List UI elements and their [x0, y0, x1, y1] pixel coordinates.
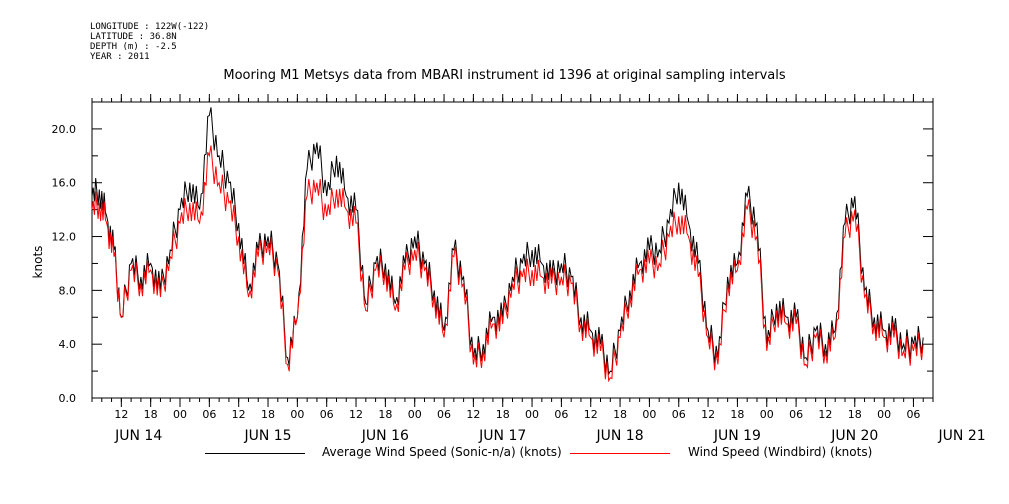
x-hour-tick-label: 00	[760, 408, 774, 421]
x-hour-tick-label: 12	[349, 408, 363, 421]
longitude-label: LONGITUDE : 122W(-122)	[90, 22, 210, 32]
x-hour-tick-label: 18	[378, 408, 392, 421]
x-hour-tick-label: 06	[906, 408, 920, 421]
x-hour-tick-label: 06	[202, 408, 216, 421]
x-hour-tick-label: 18	[730, 408, 744, 421]
x-hour-tick-label: 06	[320, 408, 334, 421]
x-hour-tick-label: 00	[877, 408, 891, 421]
plot-frame	[91, 101, 934, 399]
x-hour-tick-label: 06	[789, 408, 803, 421]
x-day-label: JUN 14	[114, 428, 162, 444]
y-axis-label: knots	[31, 246, 45, 279]
x-day-label: JUN 19	[713, 428, 761, 444]
year-label: YEAR : 2011	[90, 52, 150, 62]
x-day-label: JUN 21	[938, 428, 986, 444]
x-hour-tick-label: 12	[818, 408, 832, 421]
x-hour-tick-label: 12	[466, 408, 480, 421]
y-tick-label: 8.0	[59, 284, 77, 297]
x-hour-tick-label: 12	[701, 408, 715, 421]
x-hour-tick-label: 18	[144, 408, 158, 421]
y-tick-label: 0.0	[59, 392, 77, 405]
x-hour-tick-label: 12	[584, 408, 598, 421]
legend-label-average: Average Wind Speed (Sonic-n/a) (knots)	[322, 445, 562, 459]
x-hour-tick-label: 00	[173, 408, 187, 421]
legend-swatch-windbird	[570, 453, 670, 454]
x-hour-tick-label: 18	[496, 408, 510, 421]
y-tick-label: 20.0	[52, 123, 77, 136]
x-day-label: JUN 20	[830, 428, 878, 444]
x-hour-tick-label: 00	[408, 408, 422, 421]
legend: Average Wind Speed (Sonic-n/a) (knots) W…	[0, 445, 1009, 465]
y-tick-label: 12.0	[52, 231, 77, 244]
x-hour-tick-label: 06	[554, 408, 568, 421]
x-hour-tick-label: 18	[848, 408, 862, 421]
legend-swatch-average	[205, 453, 305, 454]
x-hour-tick-label: 00	[525, 408, 539, 421]
legend-label-windbird: Wind Speed (Windbird) (knots)	[688, 445, 873, 459]
x-hour-tick-label: 00	[290, 408, 304, 421]
chart-title: Mooring M1 Metsys data from MBARI instru…	[223, 68, 786, 83]
x-hour-tick-label: 18	[261, 408, 275, 421]
series-line-1	[91, 145, 924, 383]
x-hour-tick-label: 06	[437, 408, 451, 421]
x-hour-tick-label: 00	[642, 408, 656, 421]
x-hour-tick-label: 18	[613, 408, 627, 421]
depth-label: DEPTH (m) : -2.5	[90, 42, 177, 52]
x-hour-tick-label: 12	[114, 408, 128, 421]
y-tick-label: 16.0	[52, 177, 77, 190]
x-hour-tick-label: 06	[672, 408, 686, 421]
y-tick-label: 4.0	[59, 338, 77, 351]
metadata-block: LONGITUDE : 122W(-122) LATITUDE : 36.8N …	[90, 22, 209, 62]
series-line-0	[91, 107, 924, 376]
x-day-label: JUN 16	[361, 428, 409, 444]
x-day-label: JUN 15	[243, 428, 291, 444]
latitude-label: LATITUDE : 36.8N	[90, 32, 177, 42]
x-day-label: JUN 18	[596, 428, 644, 444]
x-hour-tick-label: 12	[232, 408, 246, 421]
x-day-label: JUN 17	[478, 428, 526, 444]
